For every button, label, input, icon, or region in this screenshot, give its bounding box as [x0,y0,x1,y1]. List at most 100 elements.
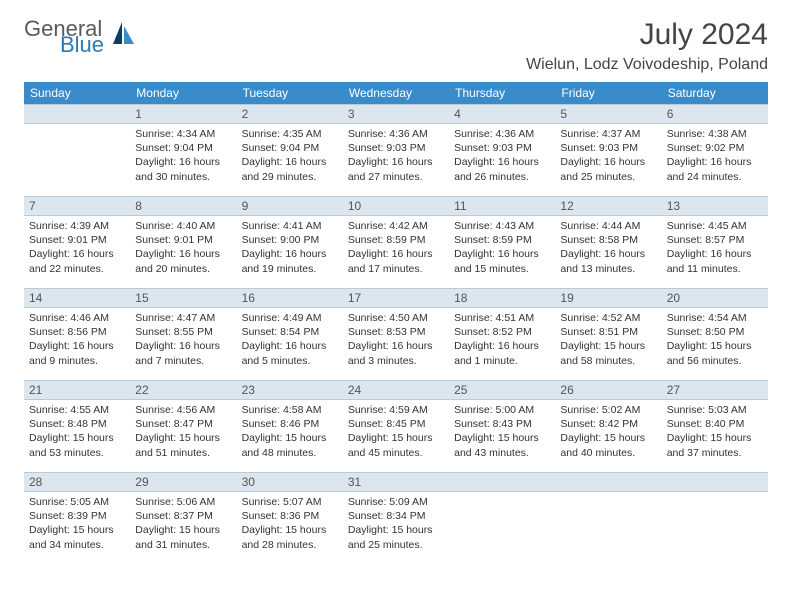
day-details: Sunrise: 4:36 AMSunset: 9:03 PMDaylight:… [449,124,555,189]
calendar-cell: 9Sunrise: 4:41 AMSunset: 9:00 PMDaylight… [237,196,343,288]
day-details: Sunrise: 5:07 AMSunset: 8:36 PMDaylight:… [237,492,343,557]
daynum-bar: 22 [130,380,236,400]
calendar-cell [24,104,130,196]
day-details: Sunrise: 4:35 AMSunset: 9:04 PMDaylight:… [237,124,343,189]
logo-sails-icon [110,20,136,55]
weekday-header: Wednesday [343,82,449,104]
daynum-bar: 2 [237,104,343,124]
calendar-cell: 22Sunrise: 4:56 AMSunset: 8:47 PMDayligh… [130,380,236,472]
day-details: Sunrise: 4:41 AMSunset: 9:00 PMDaylight:… [237,216,343,281]
daynum-bar: 13 [662,196,768,216]
daynum-bar: 9 [237,196,343,216]
daynum-bar: 10 [343,196,449,216]
day-details: Sunrise: 4:39 AMSunset: 9:01 PMDaylight:… [24,216,130,281]
calendar-cell: 5Sunrise: 4:37 AMSunset: 9:03 PMDaylight… [555,104,661,196]
day-details: Sunrise: 4:44 AMSunset: 8:58 PMDaylight:… [555,216,661,281]
day-details: Sunrise: 4:45 AMSunset: 8:57 PMDaylight:… [662,216,768,281]
daynum-bar: 15 [130,288,236,308]
daynum-bar: 31 [343,472,449,492]
calendar-cell: 1Sunrise: 4:34 AMSunset: 9:04 PMDaylight… [130,104,236,196]
calendar-cell [555,472,661,564]
daynum-bar: 18 [449,288,555,308]
day-details: Sunrise: 5:05 AMSunset: 8:39 PMDaylight:… [24,492,130,557]
daynum-bar: 14 [24,288,130,308]
calendar-cell: 11Sunrise: 4:43 AMSunset: 8:59 PMDayligh… [449,196,555,288]
day-details: Sunrise: 4:42 AMSunset: 8:59 PMDaylight:… [343,216,449,281]
header: General Blue July 2024 Wielun, Lodz Voiv… [24,18,768,74]
calendar-body: 1Sunrise: 4:34 AMSunset: 9:04 PMDaylight… [24,104,768,564]
day-details: Sunrise: 5:06 AMSunset: 8:37 PMDaylight:… [130,492,236,557]
daynum-bar: 6 [662,104,768,124]
title-block: July 2024 Wielun, Lodz Voivodeship, Pola… [526,18,768,74]
calendar-cell: 30Sunrise: 5:07 AMSunset: 8:36 PMDayligh… [237,472,343,564]
day-details: Sunrise: 4:36 AMSunset: 9:03 PMDaylight:… [343,124,449,189]
daynum-bar: 24 [343,380,449,400]
location: Wielun, Lodz Voivodeship, Poland [526,56,768,74]
calendar-cell: 31Sunrise: 5:09 AMSunset: 8:34 PMDayligh… [343,472,449,564]
daynum-bar: 25 [449,380,555,400]
calendar-cell: 20Sunrise: 4:54 AMSunset: 8:50 PMDayligh… [662,288,768,380]
day-details: Sunrise: 4:46 AMSunset: 8:56 PMDaylight:… [24,308,130,373]
weekday-header: Thursday [449,82,555,104]
calendar-cell: 8Sunrise: 4:40 AMSunset: 9:01 PMDaylight… [130,196,236,288]
calendar-cell: 25Sunrise: 5:00 AMSunset: 8:43 PMDayligh… [449,380,555,472]
day-details: Sunrise: 4:34 AMSunset: 9:04 PMDaylight:… [130,124,236,189]
calendar-cell: 23Sunrise: 4:58 AMSunset: 8:46 PMDayligh… [237,380,343,472]
daynum-bar: 21 [24,380,130,400]
daynum-bar: 4 [449,104,555,124]
day-details: Sunrise: 5:09 AMSunset: 8:34 PMDaylight:… [343,492,449,557]
daynum-bar: 1 [130,104,236,124]
day-details: Sunrise: 4:49 AMSunset: 8:54 PMDaylight:… [237,308,343,373]
daynum-bar-empty [24,104,130,124]
weekday-header: Sunday [24,82,130,104]
calendar-cell: 6Sunrise: 4:38 AMSunset: 9:02 PMDaylight… [662,104,768,196]
day-details: Sunrise: 4:56 AMSunset: 8:47 PMDaylight:… [130,400,236,465]
calendar-cell: 3Sunrise: 4:36 AMSunset: 9:03 PMDaylight… [343,104,449,196]
day-details: Sunrise: 4:59 AMSunset: 8:45 PMDaylight:… [343,400,449,465]
day-details: Sunrise: 5:00 AMSunset: 8:43 PMDaylight:… [449,400,555,465]
calendar-cell: 21Sunrise: 4:55 AMSunset: 8:48 PMDayligh… [24,380,130,472]
day-details: Sunrise: 4:58 AMSunset: 8:46 PMDaylight:… [237,400,343,465]
weekday-header: Saturday [662,82,768,104]
day-details: Sunrise: 4:38 AMSunset: 9:02 PMDaylight:… [662,124,768,189]
daynum-bar: 28 [24,472,130,492]
day-details: Sunrise: 4:52 AMSunset: 8:51 PMDaylight:… [555,308,661,373]
weekday-header: Friday [555,82,661,104]
daynum-bar: 16 [237,288,343,308]
weekday-header: Monday [130,82,236,104]
calendar-head: SundayMondayTuesdayWednesdayThursdayFrid… [24,82,768,104]
calendar-cell: 12Sunrise: 4:44 AMSunset: 8:58 PMDayligh… [555,196,661,288]
daynum-bar-empty [662,472,768,492]
calendar-cell: 17Sunrise: 4:50 AMSunset: 8:53 PMDayligh… [343,288,449,380]
daynum-bar: 19 [555,288,661,308]
calendar-cell: 14Sunrise: 4:46 AMSunset: 8:56 PMDayligh… [24,288,130,380]
day-details: Sunrise: 4:50 AMSunset: 8:53 PMDaylight:… [343,308,449,373]
logo-text: General Blue [24,18,104,56]
calendar-cell: 4Sunrise: 4:36 AMSunset: 9:03 PMDaylight… [449,104,555,196]
calendar-cell: 10Sunrise: 4:42 AMSunset: 8:59 PMDayligh… [343,196,449,288]
daynum-bar-empty [555,472,661,492]
logo: General Blue [24,18,136,56]
daynum-bar: 27 [662,380,768,400]
daynum-bar-empty [449,472,555,492]
daynum-bar: 5 [555,104,661,124]
daynum-bar: 8 [130,196,236,216]
calendar-cell: 2Sunrise: 4:35 AMSunset: 9:04 PMDaylight… [237,104,343,196]
calendar-table: SundayMondayTuesdayWednesdayThursdayFrid… [24,82,768,564]
calendar-cell: 13Sunrise: 4:45 AMSunset: 8:57 PMDayligh… [662,196,768,288]
calendar-cell: 24Sunrise: 4:59 AMSunset: 8:45 PMDayligh… [343,380,449,472]
calendar-cell [662,472,768,564]
day-details: Sunrise: 5:02 AMSunset: 8:42 PMDaylight:… [555,400,661,465]
calendar-cell [449,472,555,564]
calendar-cell: 19Sunrise: 4:52 AMSunset: 8:51 PMDayligh… [555,288,661,380]
daynum-bar: 17 [343,288,449,308]
daynum-bar: 29 [130,472,236,492]
daynum-bar: 7 [24,196,130,216]
weekday-header: Tuesday [237,82,343,104]
calendar-cell: 16Sunrise: 4:49 AMSunset: 8:54 PMDayligh… [237,288,343,380]
day-details: Sunrise: 4:37 AMSunset: 9:03 PMDaylight:… [555,124,661,189]
day-details: Sunrise: 4:40 AMSunset: 9:01 PMDaylight:… [130,216,236,281]
day-details: Sunrise: 5:03 AMSunset: 8:40 PMDaylight:… [662,400,768,465]
calendar-cell: 27Sunrise: 5:03 AMSunset: 8:40 PMDayligh… [662,380,768,472]
day-details: Sunrise: 4:43 AMSunset: 8:59 PMDaylight:… [449,216,555,281]
